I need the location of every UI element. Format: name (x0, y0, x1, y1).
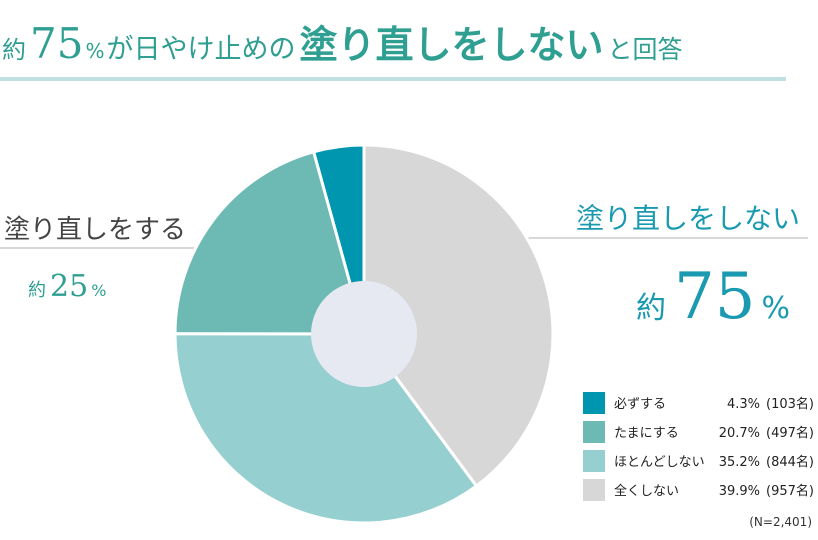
legend-value: 20.7% (719, 426, 760, 441)
title-part: が日やけ止めの (106, 34, 295, 65)
legend-value: 39.9% (719, 484, 760, 499)
title-underline (0, 77, 786, 81)
legend-label: ほとんどしない (614, 455, 705, 470)
title: 約75 %が日やけ止めの 塗り直しをしない と回答 (2, 19, 683, 68)
title-part: % (85, 39, 104, 63)
sample-note: (N=2,401) (749, 515, 812, 529)
legend-count: (103名) (766, 396, 814, 412)
title-part: 75 (30, 19, 83, 68)
legend-swatch (583, 421, 605, 443)
legend-value: 35.2% (719, 455, 760, 470)
legend-label: 必ずする (614, 397, 666, 412)
legend-label: 全くしない (614, 483, 679, 499)
pie (173, 143, 555, 525)
legend-count: (957名) (766, 483, 814, 499)
title-part: と回答 (607, 35, 682, 64)
annotation-prefix: 約 (28, 280, 46, 301)
legend-count: (497名) (766, 425, 814, 441)
legend-swatch (583, 479, 605, 501)
legend-value: 4.3% (727, 397, 760, 412)
legend-count: (844名) (766, 454, 814, 470)
title-part: 塗り直しをしない (299, 23, 603, 67)
legend-swatch (583, 392, 605, 414)
annotation-label: 塗り直しをしない (576, 202, 800, 235)
annotation-number: 75 (674, 260, 755, 334)
annotation-number: 25 (50, 269, 88, 304)
legend: 必ずする 4.3% (103名) たまにする 20.7% (497名) ほとんどしない 35.… (583, 392, 814, 501)
legend-swatch (583, 450, 605, 472)
annotation-unit: % (91, 281, 106, 300)
pie-slice (362, 143, 555, 489)
annotation-prefix: 約 (636, 291, 666, 326)
annotation-value: 約 75% (636, 260, 790, 334)
pie-slice (173, 149, 366, 336)
annotation-value: 約 25% (28, 269, 106, 304)
annotation-unit: % (761, 291, 790, 326)
legend-label: たまにする (614, 426, 679, 441)
annotation-label: 塗り直しをする (4, 215, 186, 245)
title-part: 約 (2, 36, 26, 64)
pie-hole (311, 281, 417, 387)
pie-slice (173, 332, 479, 525)
